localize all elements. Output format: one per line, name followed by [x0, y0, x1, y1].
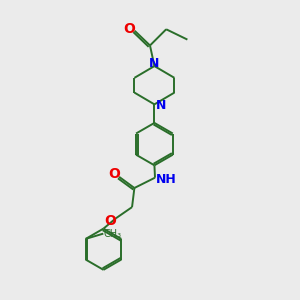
Text: O: O — [108, 167, 120, 181]
Text: O: O — [124, 22, 136, 36]
Text: N: N — [148, 57, 159, 70]
Text: NH: NH — [156, 172, 177, 186]
Text: CH₃: CH₃ — [104, 229, 122, 238]
Text: N: N — [156, 99, 166, 112]
Text: O: O — [105, 214, 116, 228]
